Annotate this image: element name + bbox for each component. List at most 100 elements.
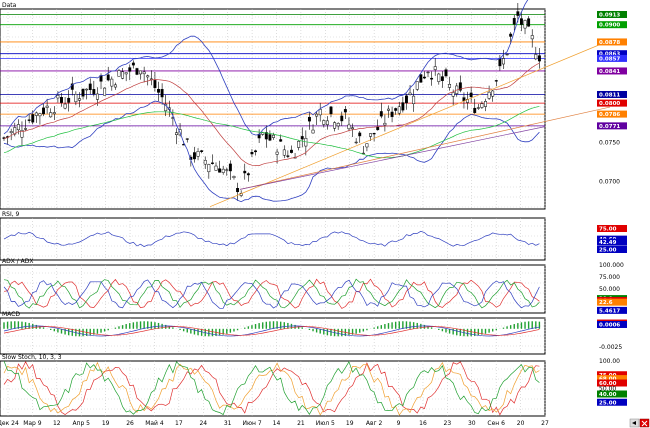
candle-body [516,11,520,16]
indicator-line [3,278,540,309]
x-tick-label: Июл 5 [316,420,335,427]
candle-body [487,91,491,99]
candle-body [131,62,135,66]
indicator-line [3,361,540,416]
macd-badge [597,320,627,328]
candle-body [92,89,96,95]
indicator-line [3,279,540,309]
candle-body [405,95,408,104]
indicator-badge [597,225,627,232]
y-tick-label: -0.0025 [599,344,622,351]
candle-body [325,120,329,125]
candle-body [34,112,38,116]
arrow-left-icon [632,421,636,425]
candle-body [113,84,117,88]
level-badge-label: 0.0771 [599,124,620,130]
candle-body [121,71,125,79]
candle-body [207,164,211,173]
candle-body [246,173,250,176]
candle-body [95,93,99,100]
candle-body [354,141,358,144]
y-tick-label: 100.00 [599,358,620,365]
candle-body [300,136,304,140]
level-badge [597,122,627,130]
level-badge-label: 0.0900 [599,23,620,29]
x-tick-label: 16 [419,420,427,427]
candle-body [476,107,480,109]
candle-body [534,54,538,60]
candle-body [290,149,293,153]
candle-body [142,71,146,75]
candle-body [63,103,67,109]
candle-body [451,92,455,97]
candle-body [372,132,376,135]
x-tick-label: 12 [53,420,61,427]
close-icon [641,420,648,427]
stoch-panel-title: Slow Stoch, 10, 3, 3 [2,354,62,361]
candle-body [430,77,434,80]
candle-body [462,97,466,102]
candle-body [394,108,398,111]
level-badge-label: 0.0800 [599,101,620,107]
candle-body [225,169,229,171]
candle-body [329,106,333,115]
level-badge [597,99,627,107]
candle-body [31,114,35,123]
candle-body [512,18,516,25]
candle-body [315,113,319,117]
candle-body [509,33,513,37]
candle-body [537,55,541,62]
candle-body [347,124,351,130]
x-tick-label: 14 [273,420,281,427]
bollinger-lower [3,100,540,203]
x-tick-label: Авг 2 [366,420,383,427]
macd-line [3,325,540,337]
candle-body [307,116,311,122]
price-series [0,0,611,207]
candle-body [9,131,13,134]
candle-body [88,83,92,91]
candle-body [164,103,168,112]
level-badge-label: 0.0841 [599,69,620,75]
indicator-badge-label: 5.4617 [599,308,620,314]
trend-line [239,126,546,190]
candle-body [358,132,362,137]
candle-body [343,109,347,113]
candle-body [20,130,24,138]
x-tick-label: 26 [126,420,134,427]
candle-body [49,112,53,118]
candle-body [440,76,444,81]
candle-body [444,69,448,77]
candle-body [272,134,275,138]
candle-body [480,103,484,108]
indicator-series [3,230,541,416]
x-tick-label: Июн 7 [242,420,261,427]
candle-body [351,127,355,130]
rsi-panel-title: RSI, 9 [2,211,20,218]
level-badge [597,50,627,58]
candle-body [56,95,60,99]
candle-body [415,81,419,90]
candle-body [218,168,222,173]
level-badge-label: 0.0878 [599,40,620,46]
candle-body [16,124,20,131]
candle-body [146,75,150,78]
candle-body [422,76,426,79]
candle-body [117,70,121,77]
candle-body [390,111,394,117]
candle-body [322,120,326,125]
x-tick-label: 27 [541,420,549,427]
candle-body [157,88,160,93]
indicator-badge [597,379,627,387]
candle-body [408,92,412,95]
price-panel-title: Data [2,2,17,9]
candle-body [185,138,189,140]
candle-body [491,90,495,97]
x-tick-label: Сен 6 [487,420,505,427]
candle-body [433,66,437,70]
indicator-badge [597,298,627,306]
candle-body [42,107,45,115]
scroll-buttons[interactable] [629,418,650,428]
candle-body [494,80,498,82]
indicator-badge [597,375,627,383]
